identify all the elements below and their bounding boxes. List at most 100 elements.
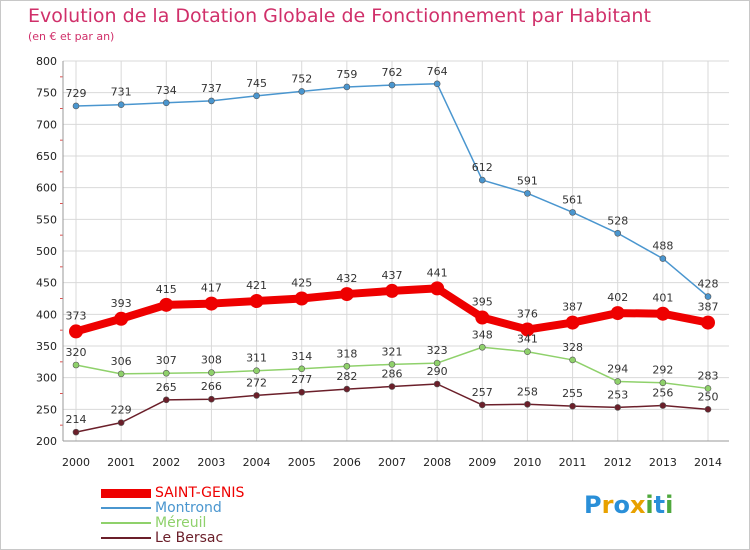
- y-tick-label: 200: [36, 435, 57, 448]
- data-label: 612: [472, 161, 493, 174]
- data-point: [430, 281, 445, 296]
- data-point: [524, 400, 531, 408]
- x-tick-label: 2011: [559, 456, 587, 469]
- data-label: 283: [698, 369, 719, 382]
- data-point: [433, 359, 441, 367]
- data-label: 729: [66, 87, 87, 100]
- data-point: [433, 380, 441, 388]
- y-tick-label: 400: [36, 308, 57, 321]
- data-label: 277: [291, 373, 312, 386]
- data-label: 341: [517, 333, 538, 346]
- data-point: [208, 369, 215, 376]
- data-point: [343, 362, 351, 370]
- legend-swatch: [101, 488, 151, 498]
- data-point: [433, 80, 441, 88]
- data-label: 250: [698, 390, 719, 403]
- legend-label: Le Bersac: [155, 530, 224, 546]
- data-label: 731: [111, 86, 132, 99]
- data-point: [339, 287, 354, 302]
- data-label: 311: [246, 352, 267, 365]
- data-point: [72, 102, 80, 110]
- y-tick-label: 600: [36, 182, 57, 195]
- data-point: [569, 356, 576, 364]
- x-tick-label: 2006: [333, 456, 361, 469]
- data-point: [659, 255, 667, 262]
- proxiti-logo: Proxiti: [584, 491, 673, 519]
- data-label: 265: [156, 381, 177, 394]
- y-tick-label: 250: [36, 403, 57, 416]
- x-tick-label: 2013: [649, 456, 677, 469]
- data-label: 441: [427, 266, 448, 279]
- logo-letter: o: [613, 491, 630, 519]
- data-point: [388, 361, 396, 368]
- y-tick-label: 350: [36, 340, 57, 353]
- data-label: 421: [246, 279, 267, 292]
- data-label: 387: [698, 301, 719, 314]
- data-point: [117, 101, 125, 108]
- data-point: [704, 385, 712, 392]
- data-label: 737: [201, 82, 222, 95]
- data-label: 323: [427, 344, 448, 357]
- data-point: [655, 306, 670, 321]
- x-tick-label: 2014: [694, 456, 722, 469]
- data-point: [298, 88, 306, 95]
- x-tick-label: 2001: [107, 456, 135, 469]
- data-label: 306: [111, 355, 132, 368]
- data-label: 762: [382, 66, 403, 79]
- data-label: 376: [517, 308, 538, 321]
- data-label: 290: [427, 365, 448, 378]
- logo-letter: i: [665, 491, 674, 519]
- data-label: 294: [607, 362, 628, 375]
- data-point: [524, 190, 531, 197]
- data-label: 320: [66, 346, 87, 359]
- data-label: 266: [201, 380, 222, 393]
- logo-letter: i: [645, 491, 654, 519]
- data-point: [117, 370, 125, 378]
- data-point: [69, 324, 83, 339]
- data-point: [385, 283, 399, 298]
- logo-letter: t: [653, 491, 666, 519]
- data-label: 272: [246, 376, 267, 389]
- data-point: [72, 428, 80, 436]
- data-point: [114, 311, 129, 326]
- legend-label: SAINT-GENIS: [155, 485, 245, 501]
- data-point: [117, 419, 125, 426]
- data-point: [614, 404, 622, 411]
- data-point: [388, 81, 396, 89]
- legend-swatch: [101, 537, 151, 539]
- data-point: [162, 396, 170, 404]
- data-point: [614, 229, 622, 237]
- x-tick-label: 2004: [243, 456, 271, 469]
- data-point: [298, 388, 306, 396]
- data-point: [701, 315, 715, 330]
- data-point: [162, 369, 170, 377]
- data-point: [478, 176, 486, 184]
- data-label: 745: [246, 77, 267, 90]
- data-point: [610, 306, 625, 321]
- data-point: [159, 297, 174, 312]
- data-label: 752: [291, 72, 312, 85]
- data-point: [298, 365, 306, 373]
- data-point: [569, 402, 576, 410]
- data-label: 253: [607, 388, 628, 401]
- legend-label: Méreuil: [155, 515, 207, 531]
- data-point: [704, 293, 712, 300]
- x-tick-label: 2000: [62, 456, 90, 469]
- data-label: 393: [111, 297, 132, 310]
- x-tick-label: 2010: [513, 456, 541, 469]
- chart-subtitle: (en € et par an): [28, 30, 115, 43]
- x-tick-label: 2003: [197, 456, 225, 469]
- data-label: 437: [382, 269, 403, 282]
- data-point: [565, 315, 580, 330]
- data-point: [294, 291, 309, 306]
- y-tick-label: 550: [36, 213, 57, 226]
- data-point: [249, 294, 264, 309]
- data-point: [475, 310, 490, 325]
- data-point: [72, 361, 80, 369]
- data-label: 387: [562, 301, 583, 314]
- data-label: 314: [291, 350, 312, 363]
- data-point: [659, 379, 667, 387]
- data-labels: 214 229 265 266 272 277 282 286 290 257 258 255 253 2…: [66, 65, 719, 426]
